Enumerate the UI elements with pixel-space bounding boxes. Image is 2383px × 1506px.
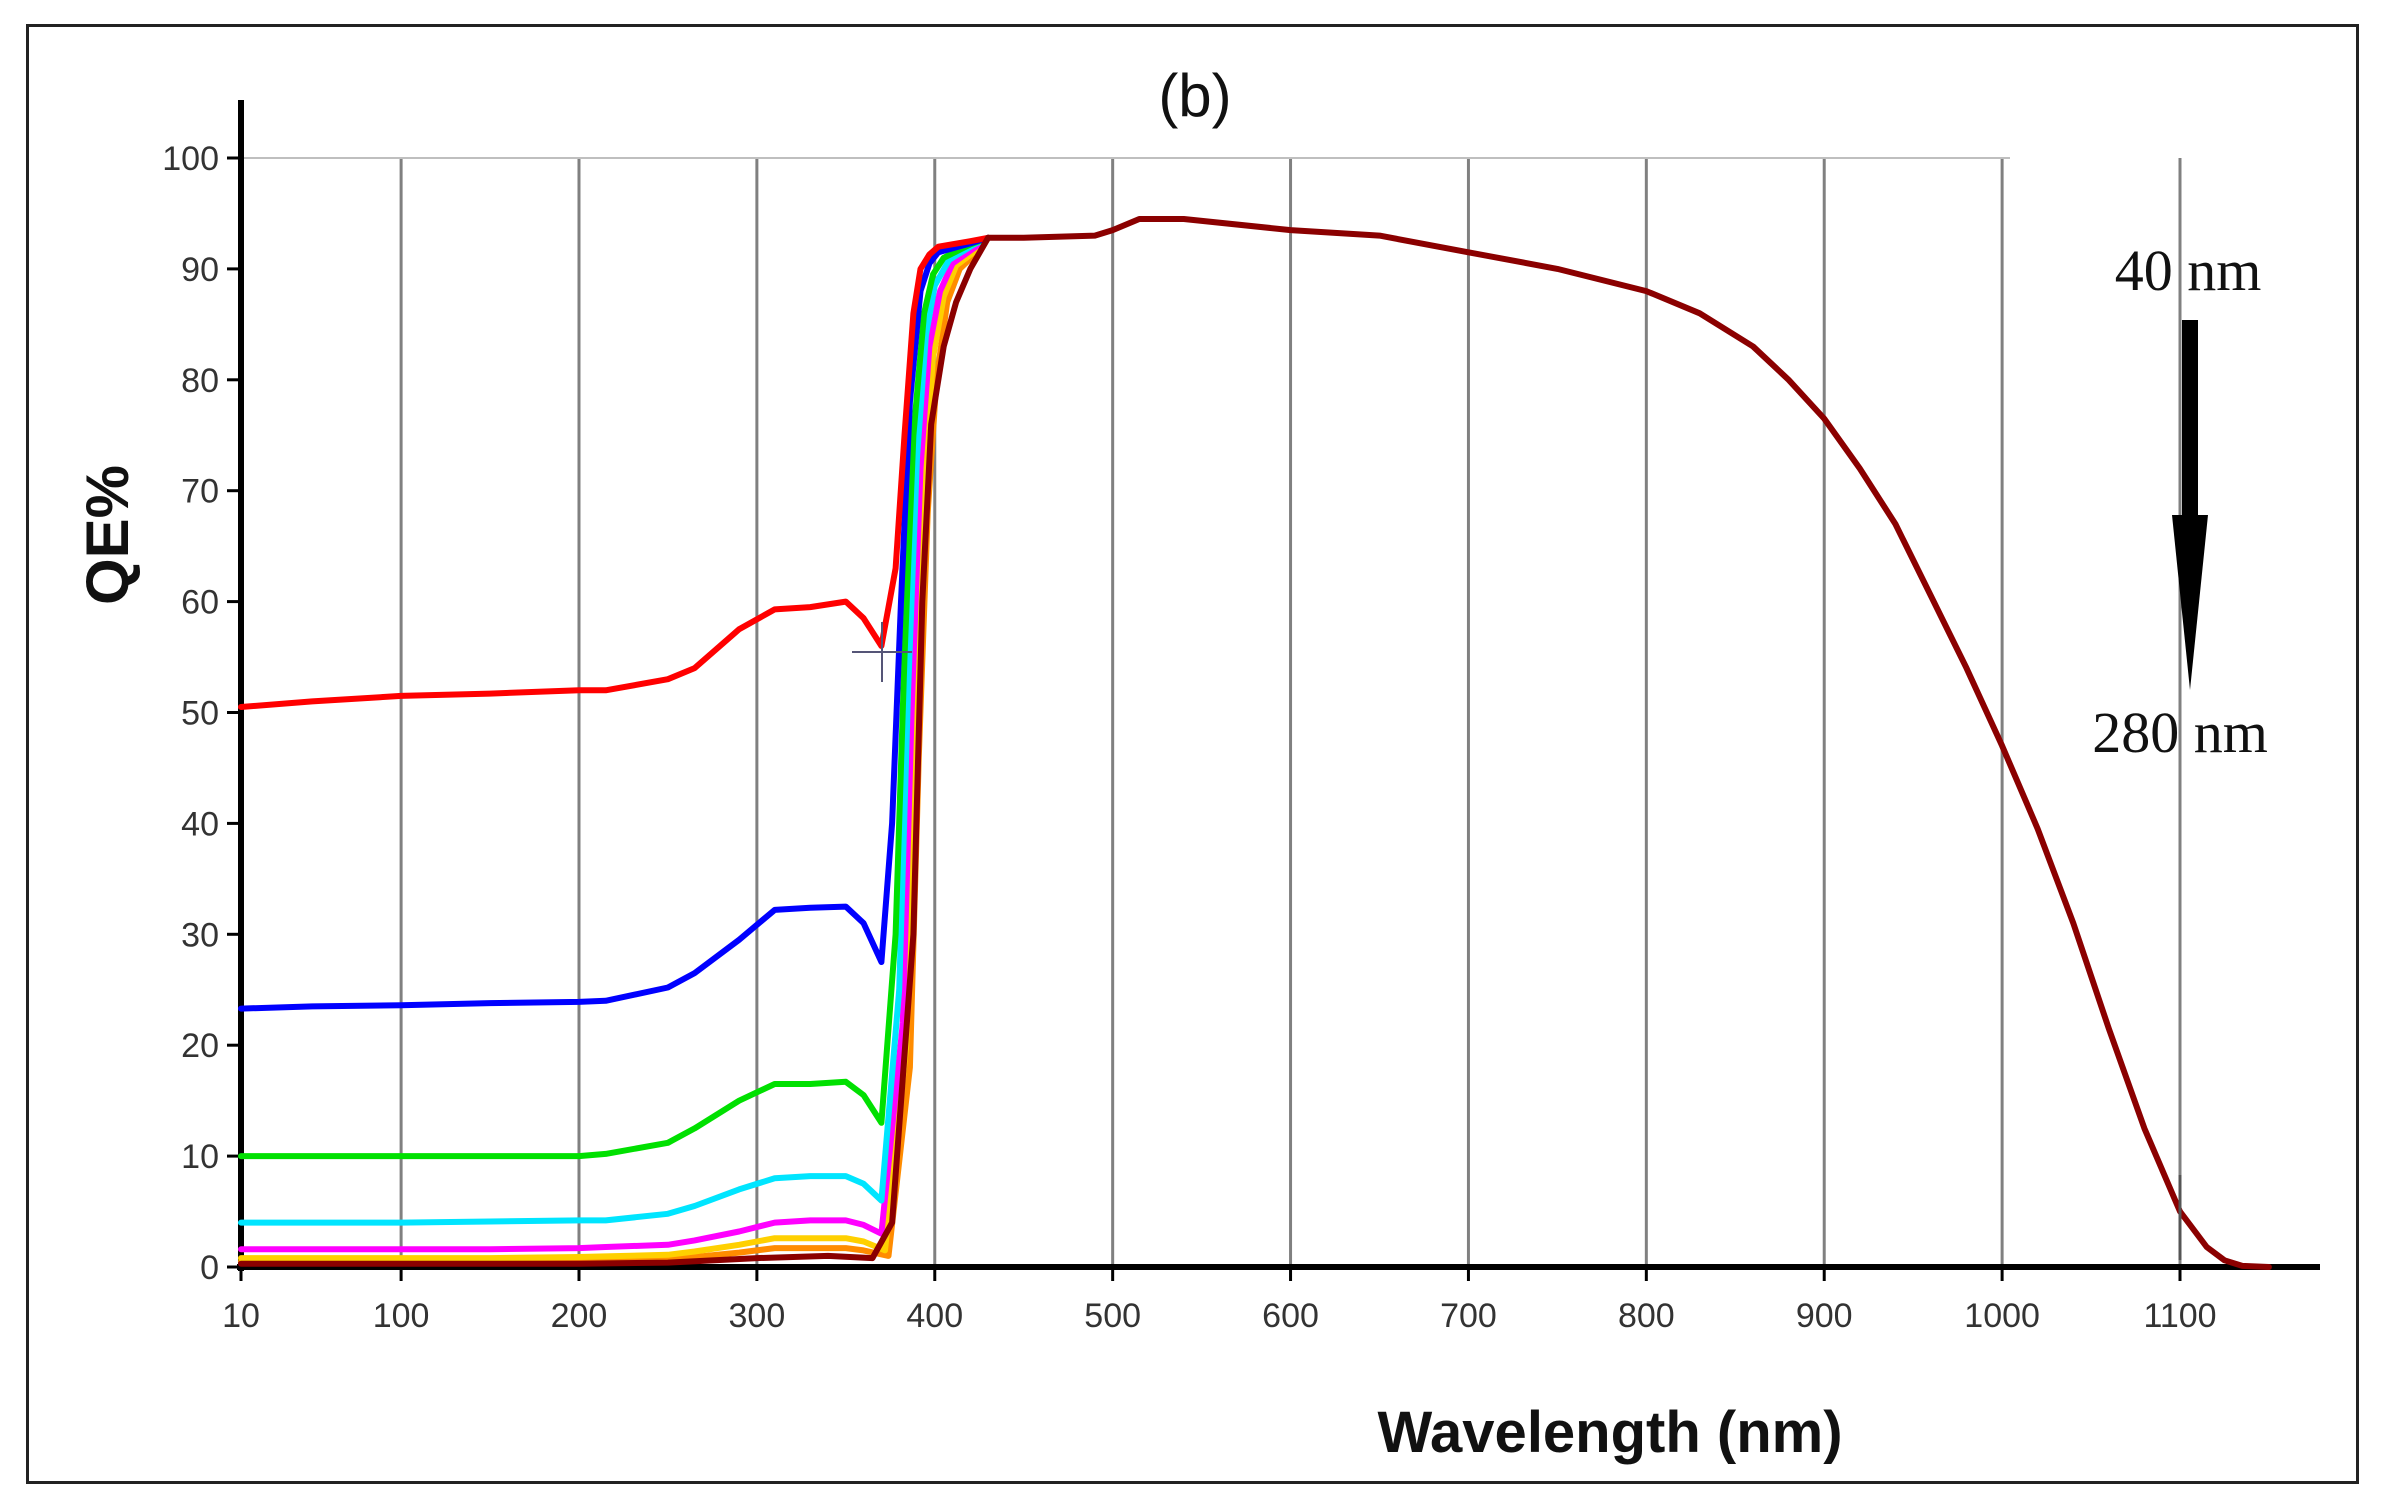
series-line-6 (238, 234, 992, 1262)
annotation-top-label: 40 nm (2115, 238, 2262, 303)
chart-title: (b) (1158, 62, 1231, 129)
x-tick-label-600: 600 (1262, 1297, 1319, 1335)
x-tick-label-700: 700 (1440, 1297, 1497, 1335)
y-tick-label-60: 60 (181, 584, 219, 622)
x-tick-label-800: 800 (1618, 1297, 1675, 1335)
series-line-8 (238, 216, 2272, 1270)
figure-frame (26, 24, 2359, 1484)
y-tick-label-100: 100 (162, 140, 219, 178)
x-tick-label-1000: 1000 (1964, 1297, 2040, 1335)
series-lines (238, 216, 2272, 1270)
crosshair-marker (852, 622, 912, 682)
y-axis-title: QE% (74, 465, 141, 605)
x-tick-label-100: 100 (373, 1297, 430, 1335)
down-arrow-icon (2172, 320, 2208, 690)
x-tick-label-500: 500 (1084, 1297, 1141, 1335)
y-tick-label-20: 20 (181, 1027, 219, 1065)
x-tick-label-200: 200 (551, 1297, 608, 1335)
x-tick-label-400: 400 (906, 1297, 963, 1335)
series-line-5 (238, 234, 992, 1253)
axes (227, 100, 2320, 1281)
x-tick-label-900: 900 (1796, 1297, 1853, 1335)
x-tick-label-1100: 1100 (2143, 1297, 2216, 1335)
series-line-3 (238, 234, 992, 1160)
x-axis-title: Wavelength (nm) (1377, 1400, 1842, 1465)
x-tick-label-300: 300 (729, 1297, 786, 1335)
y-tick-label-40: 40 (181, 805, 219, 843)
y-tick-label-90: 90 (181, 251, 219, 289)
annotation-bottom-label: 280 nm (2092, 700, 2268, 765)
y-tick-label-10: 10 (181, 1138, 219, 1176)
series-line-1 (238, 234, 992, 710)
y-tick-label-30: 30 (181, 916, 219, 954)
y-tick-label-0: 0 (200, 1249, 219, 1287)
series-line-2 (238, 234, 992, 1012)
y-tick-label-50: 50 (181, 695, 219, 733)
series-line-7 (238, 234, 992, 1265)
series-line-4 (238, 234, 992, 1226)
gridlines (241, 157, 2182, 1267)
y-tick-label-70: 70 (181, 473, 219, 511)
y-tick-label-80: 80 (181, 362, 219, 400)
x-tick-label-10: 10 (222, 1297, 260, 1335)
